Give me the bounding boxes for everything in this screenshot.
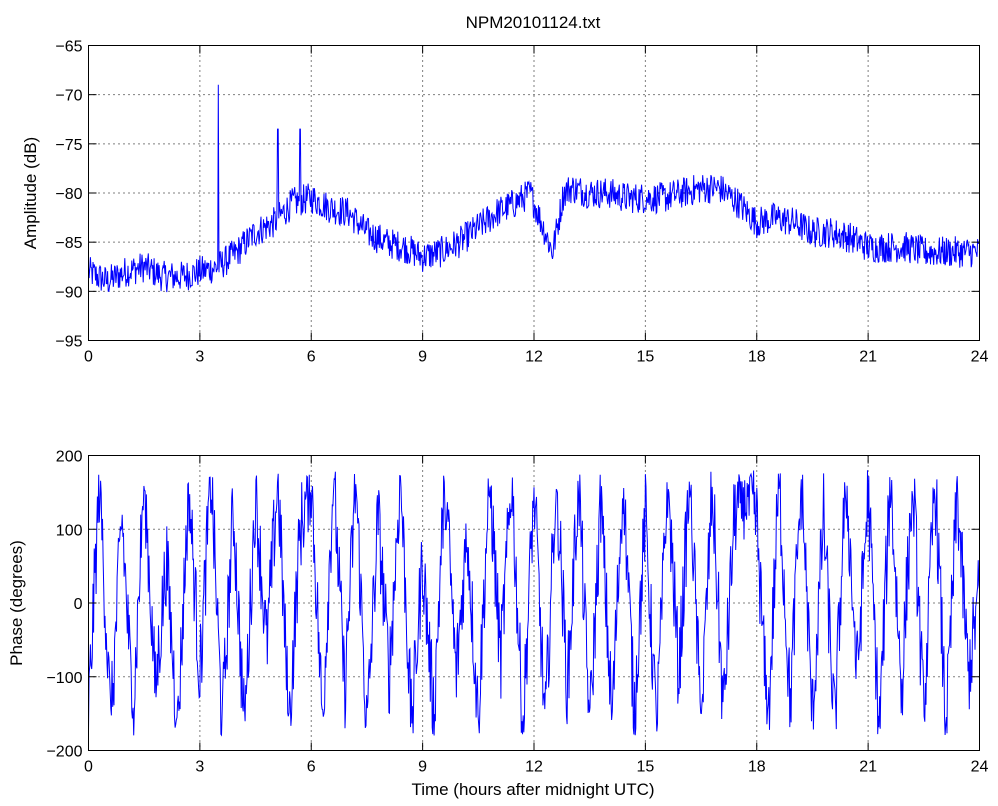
amplitude-ticks: 0 3 6 9 12 15 18 21 24 −95 −90 −85 −80 −75 −70 −65: [55, 39, 988, 366]
amplitude-y-tick-label: −80: [55, 186, 82, 203]
phase-series-line: [88, 470, 980, 737]
amplitude-x-tick-label: 0: [84, 349, 93, 366]
phase-x-tick-label: 3: [195, 759, 204, 776]
amplitude-y-axis-label: Amplitude (dB): [21, 137, 40, 249]
phase-x-tick-label: 18: [748, 759, 766, 776]
phase-x-tick-label: 24: [971, 759, 989, 776]
phase-x-tick-label: 21: [859, 759, 877, 776]
amplitude-plot-title: NPM20101124.txt: [466, 13, 601, 32]
amplitude-grid: [88, 45, 980, 341]
amplitude-x-tick-label: 21: [859, 349, 877, 366]
phase-x-tick-label: 12: [525, 759, 543, 776]
amplitude-x-tick-label: 15: [636, 349, 654, 366]
amplitude-x-tick-label: 6: [307, 349, 316, 366]
amplitude-y-tick-label: −65: [55, 39, 82, 56]
phase-grid: [88, 455, 980, 751]
phase-x-tick-label: 9: [418, 759, 427, 776]
amplitude-y-tick-label: −95: [55, 334, 82, 351]
amplitude-y-tick-label: −90: [55, 284, 82, 301]
phase-y-tick-label: −100: [46, 670, 82, 687]
phase-axes-box: [88, 455, 980, 751]
phase-y-axis-label: Phase (degrees): [7, 540, 26, 666]
phase-y-tick-label: 200: [56, 449, 83, 466]
phase-y-tick-label: 100: [56, 522, 83, 539]
phase-x-tick-label: 0: [84, 759, 93, 776]
amplitude-x-tick-label: 12: [525, 349, 543, 366]
amplitude-y-tick-label: −75: [55, 137, 82, 154]
amplitude-y-tick-label: −85: [55, 235, 82, 252]
phase-x-tick-label: 6: [307, 759, 316, 776]
amplitude-series: [88, 84, 980, 293]
phase-y-tick-label: −200: [46, 744, 82, 761]
amplitude-x-tick-label: 18: [748, 349, 766, 366]
phase-x-axis-label: Time (hours after midnight UTC): [411, 780, 654, 799]
phase-series: [88, 470, 980, 737]
amplitude-axes-box: [88, 45, 980, 341]
amplitude-series-line: [88, 84, 980, 293]
amplitude-plot: NPM20101124.txt Amplitude (dB) 0 3 6 9 12 15 1…: [21, 13, 989, 366]
amplitude-x-tick-label: 3: [195, 349, 204, 366]
amplitude-x-tick-label: 24: [971, 349, 989, 366]
phase-y-tick-label: 0: [74, 596, 83, 613]
phase-ticks: 0 3 6 9 12 15 18 21 24 −200 −100 0 100 200: [46, 449, 988, 776]
amplitude-y-tick-label: −70: [55, 88, 82, 105]
amplitude-x-tick-label: 9: [418, 349, 427, 366]
phase-plot: Phase (degrees) Time (hours after midnig…: [7, 449, 989, 800]
phase-x-tick-label: 15: [636, 759, 654, 776]
